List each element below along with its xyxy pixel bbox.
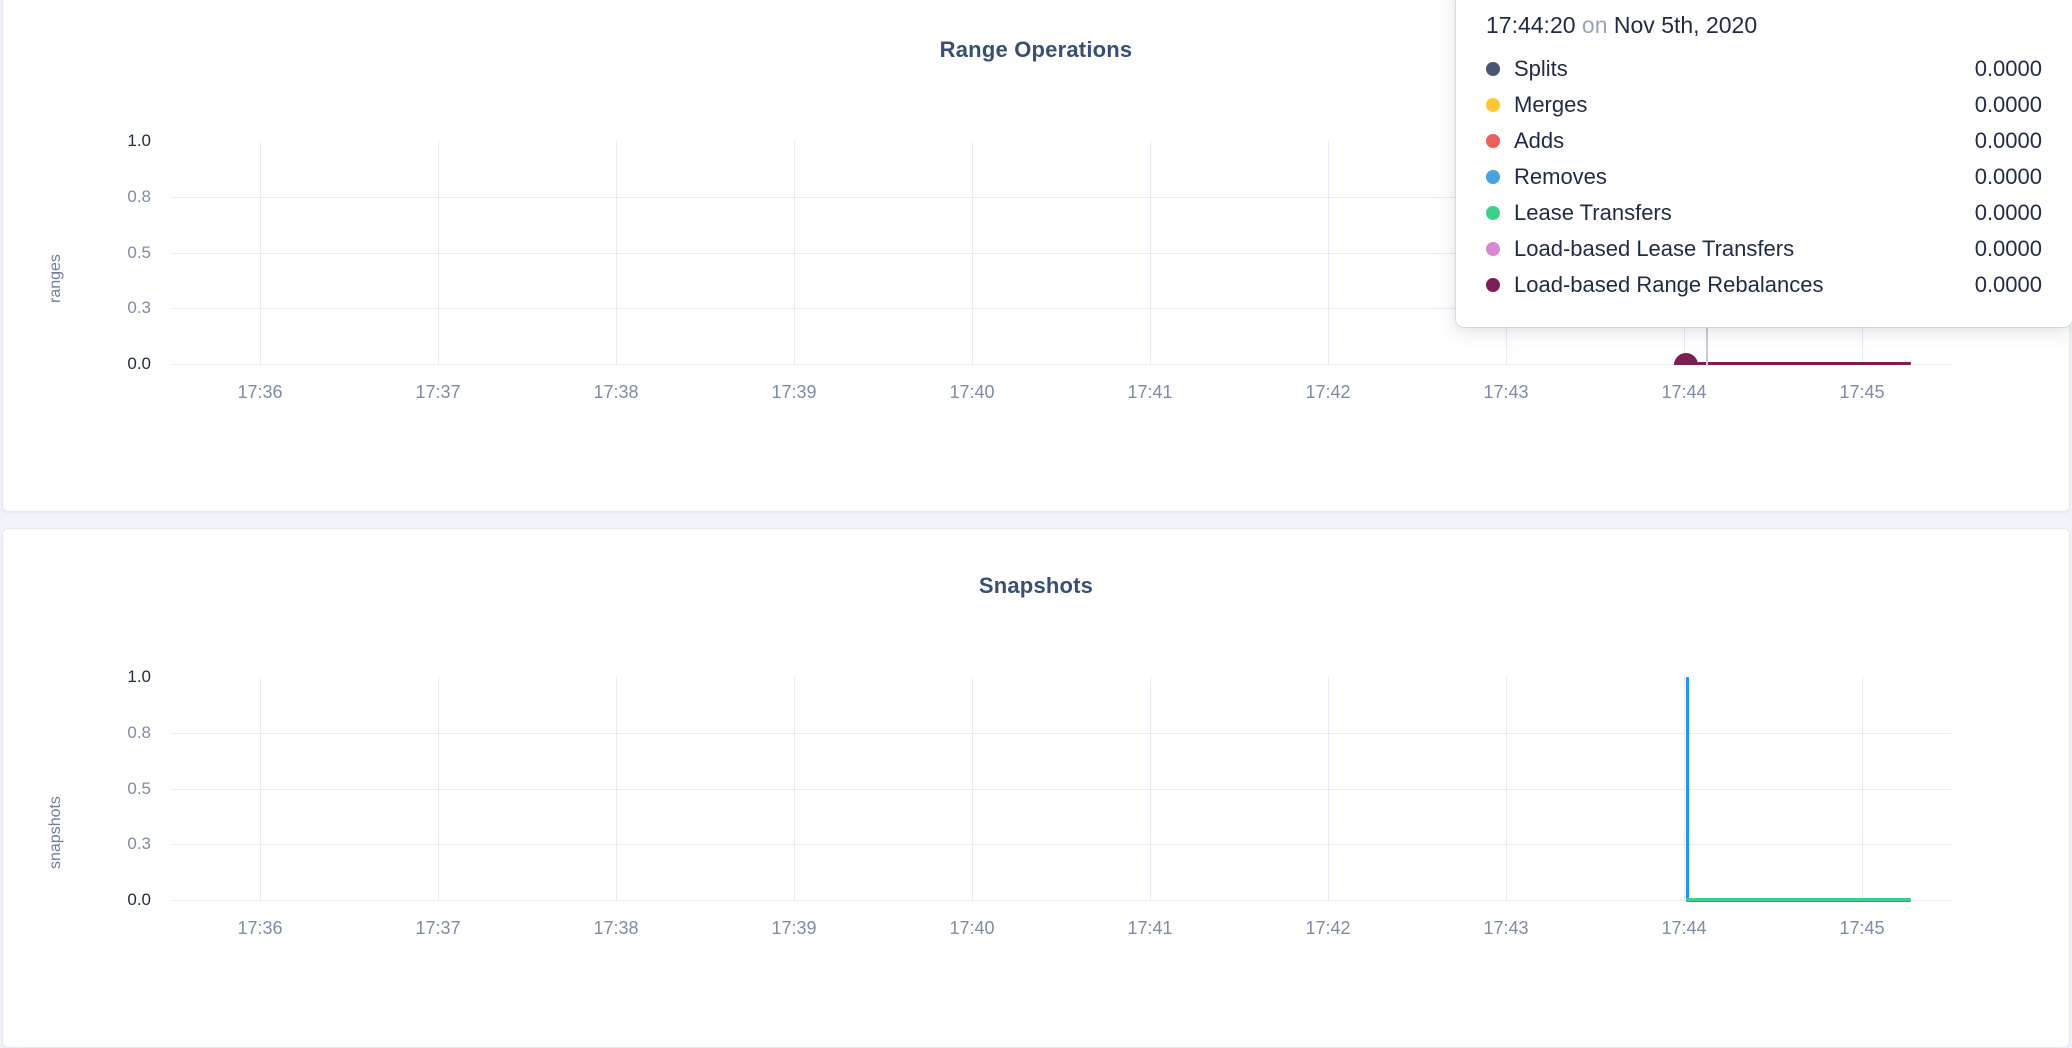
- x-axis-tick-label: 17:40: [949, 382, 995, 403]
- gridline-vertical: [1328, 141, 1329, 365]
- gridline-vertical: [794, 141, 795, 365]
- y-axis-tick-label: 0.8: [127, 722, 151, 742]
- x-axis-tick-label: 17:39: [771, 382, 817, 403]
- gridline-vertical: [1862, 677, 1863, 901]
- tooltip-row: Lease Transfers 0.0000: [1486, 195, 2042, 231]
- gridline-vertical: [260, 141, 261, 365]
- series-color-dot-icon: [1486, 206, 1500, 220]
- tooltip-series-value: 0.0000: [1974, 56, 2042, 81]
- x-axis-tick-label: 17:38: [593, 382, 639, 403]
- tooltip-header: 17:44:20 on Nov 5th, 2020: [1486, 12, 2042, 39]
- tooltip-rows: Splits 0.0000 Merges 0.0000 Adds 0.0000 Remove…: [1486, 51, 2042, 303]
- series-color-dot-icon: [1486, 98, 1500, 112]
- y-axis-tick-label: 0.0: [127, 354, 151, 374]
- x-axis-tick-label: 17:44: [1661, 382, 1707, 403]
- tooltip-series-label: Lease Transfers: [1514, 200, 1672, 225]
- x-axis-tick-label: 17:45: [1839, 918, 1885, 939]
- tooltip-series-label: Merges: [1514, 92, 1588, 117]
- gridline-horizontal: [171, 196, 1951, 198]
- gridline-horizontal: [171, 308, 1951, 310]
- y-axis-tick-label: 1.0: [127, 667, 151, 686]
- x-axis-tick-label: 17:43: [1483, 382, 1529, 403]
- x-axis-tick-label: 17:45: [1839, 382, 1885, 403]
- x-axis-tick-label: 17:39: [771, 918, 817, 939]
- series-color-dot-icon: [1486, 278, 1500, 292]
- range-operations-y-axis-label: ranges: [47, 254, 64, 303]
- series-baseline-load-based-range-rebalances: [1674, 362, 1911, 366]
- x-axis-tick-label: 17:36: [237, 382, 283, 403]
- tooltip-row: Load-based Lease Transfers 0.0000: [1486, 231, 2042, 267]
- gridline-horizontal: [171, 788, 1951, 790]
- gridline-vertical: [1150, 141, 1151, 365]
- gridline-vertical: [972, 141, 973, 365]
- x-axis-tick-label: 17:44: [1661, 918, 1707, 939]
- series-color-dot-icon: [1486, 134, 1500, 148]
- gridline-vertical: [438, 677, 439, 901]
- x-axis-tick-label: 17:43: [1483, 918, 1529, 939]
- x-axis-tick-label: 17:42: [1305, 382, 1351, 403]
- tooltip-row: Removes 0.0000: [1486, 159, 2042, 195]
- tooltip-series-value: 0.0000: [1974, 164, 2042, 189]
- snapshots-plot: 17:36 17:37 17:38 17:39 17:40 17:41 17:42 17:43…: [127, 667, 1951, 963]
- series-color-dot-icon: [1486, 242, 1500, 256]
- x-axis-tick-label: 17:41: [1127, 382, 1173, 403]
- tooltip-series-label: Load-based Lease Transfers: [1514, 236, 1795, 261]
- chart-tooltip: 17:44:20 on Nov 5th, 2020 Splits 0.0000 Me…: [1456, 0, 2072, 327]
- gridline-vertical: [616, 677, 617, 901]
- gridline-vertical: [1684, 677, 1685, 901]
- gridline-horizontal: [171, 252, 1951, 254]
- x-axis-tick-label: 17:37: [415, 918, 461, 939]
- tooltip-time: 17:44:20: [1486, 12, 1576, 38]
- gridline-horizontal: [171, 900, 1951, 902]
- gridline-vertical: [1506, 677, 1507, 901]
- tooltip-row: Load-based Range Rebalances 0.0000: [1486, 267, 2042, 303]
- tooltip-row: Splits 0.0000: [1486, 51, 2042, 87]
- x-axis-tick-label: 17:36: [237, 918, 283, 939]
- series-color-dot-icon: [1486, 62, 1500, 76]
- y-axis-tick-label: 0.3: [127, 834, 151, 854]
- y-axis-tick-label: 0.3: [127, 298, 151, 318]
- gridline-vertical: [1328, 677, 1329, 901]
- tooltip-series-label: Adds: [1514, 128, 1565, 153]
- tooltip-row: Merges 0.0000: [1486, 87, 2042, 123]
- series-line-rcvd: [1686, 677, 1689, 901]
- tooltip-series-value: 0.0000: [1974, 236, 2042, 261]
- snapshots-title: Snapshots: [978, 573, 1094, 598]
- tooltip-date: Nov 5th, 2020: [1613, 12, 1758, 38]
- gridline-horizontal: [171, 844, 1951, 846]
- tooltip-series-label: Removes: [1514, 164, 1607, 189]
- gridline-horizontal: [171, 364, 1951, 366]
- y-axis-tick-label: 1.0: [127, 131, 151, 150]
- tooltip-series-label: Load-based Range Rebalances: [1514, 272, 1824, 297]
- x-axis-tick-label: 17:37: [415, 382, 461, 403]
- series-baseline-generated: [1686, 898, 1911, 902]
- snapshots-y-axis-label: snapshots: [47, 796, 64, 869]
- gridline-vertical: [1150, 677, 1151, 901]
- tooltip-series-value: 0.0000: [1974, 128, 2042, 153]
- y-axis-tick-label: 0.8: [127, 186, 151, 206]
- tooltip-series-value: 0.0000: [1974, 200, 2042, 225]
- tooltip-row: Adds 0.0000: [1486, 123, 2042, 159]
- x-axis-tick-label: 17:42: [1305, 918, 1351, 939]
- x-axis-tick-label: 17:40: [949, 918, 995, 939]
- gridline-vertical: [972, 677, 973, 901]
- y-axis-tick-label: 0.0: [127, 890, 151, 910]
- gridline-vertical: [794, 677, 795, 901]
- snapshots-card: Snapshots snapshots 17:36 17:37 17:38 17:39…: [2, 528, 2070, 1048]
- series-color-dot-icon: [1486, 170, 1500, 184]
- tooltip-series-value: 0.0000: [1974, 272, 2042, 297]
- gridline-horizontal: [171, 732, 1951, 734]
- y-axis-tick-label: 0.5: [127, 242, 151, 262]
- y-axis-tick-label: 0.5: [127, 778, 151, 798]
- tooltip-on-word: on: [1581, 12, 1608, 38]
- range-operations-title: Range Operations: [939, 37, 1133, 62]
- tooltip-series-label: Splits: [1514, 56, 1568, 81]
- x-axis-tick-label: 17:38: [593, 918, 639, 939]
- gridline-vertical: [260, 677, 261, 901]
- x-axis-tick-label: 17:41: [1127, 918, 1173, 939]
- gridline-vertical: [616, 141, 617, 365]
- gridline-vertical: [438, 141, 439, 365]
- tooltip-series-value: 0.0000: [1974, 92, 2042, 117]
